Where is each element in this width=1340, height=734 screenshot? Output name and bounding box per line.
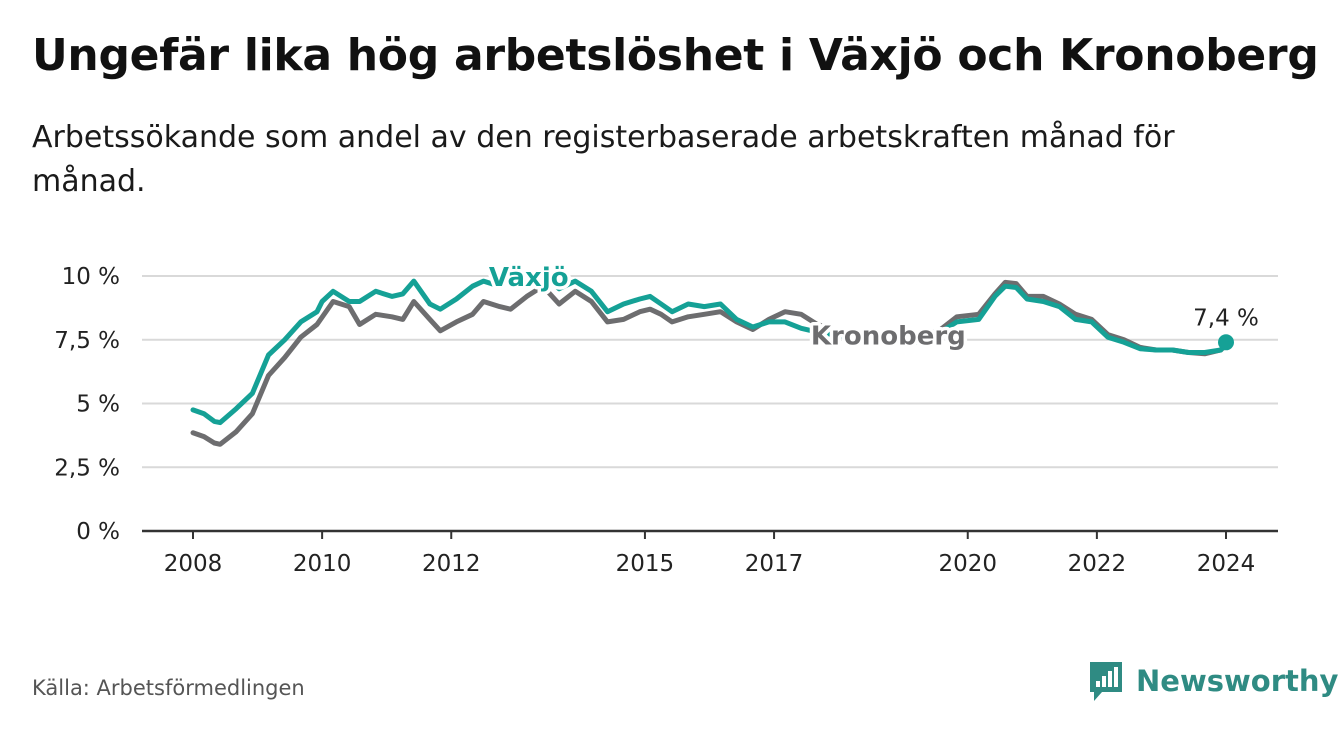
- y-tick-label: 0 %: [76, 519, 120, 545]
- source-note: Källa: Arbetsförmedlingen: [32, 676, 305, 700]
- brand-name: Newsworthy: [1136, 664, 1339, 698]
- series-labels: Växjö Kronoberg 7,4 %: [485, 260, 1261, 355]
- series-label-vaxjo: Växjö: [489, 263, 569, 293]
- y-tick-label: 7,5 %: [54, 328, 120, 354]
- x-axis-ticks: 2008 2010 2012 2015 2017 2020 2022 2024: [164, 531, 1256, 577]
- x-tick-label: 2020: [938, 551, 997, 577]
- x-tick-label: 2017: [745, 551, 804, 577]
- chart-subtitle: Arbetssökande som andel av den registerb…: [32, 120, 1175, 199]
- x-tick-label: 2022: [1068, 551, 1127, 577]
- chart-title: Ungefär lika hög arbetslöshet i Växjö oc…: [32, 30, 1319, 81]
- series-line-vaxjo: [190, 270, 1229, 426]
- series-line-kronoberg: [190, 279, 1229, 447]
- y-tick-label: 2,5 %: [54, 455, 120, 481]
- y-tick-label: 5 %: [76, 392, 120, 418]
- x-tick-label: 2015: [616, 551, 675, 577]
- x-tick-label: 2008: [164, 551, 223, 577]
- end-point-marker: [1218, 334, 1234, 351]
- series-label-kronoberg: Kronoberg: [811, 321, 966, 351]
- y-axis-ticks: 0 % 2,5 % 5 % 7,5 % 10 %: [54, 264, 120, 545]
- newsworthy-icon: [1090, 662, 1122, 701]
- end-value-label: 7,4 %: [1193, 305, 1259, 331]
- line-chart: 0 % 2,5 % 5 % 7,5 % 10 % 2008 2010 2012 2015 201…: [54, 260, 1278, 577]
- newsworthy-logo[interactable]: Newsworthy: [1088, 658, 1338, 704]
- series-lines: [190, 270, 1229, 447]
- y-tick-label: 10 %: [62, 264, 120, 290]
- x-tick-label: 2010: [293, 551, 352, 577]
- grid-lines: [142, 275, 1278, 469]
- x-tick-label: 2024: [1197, 551, 1256, 577]
- x-tick-label: 2012: [422, 551, 481, 577]
